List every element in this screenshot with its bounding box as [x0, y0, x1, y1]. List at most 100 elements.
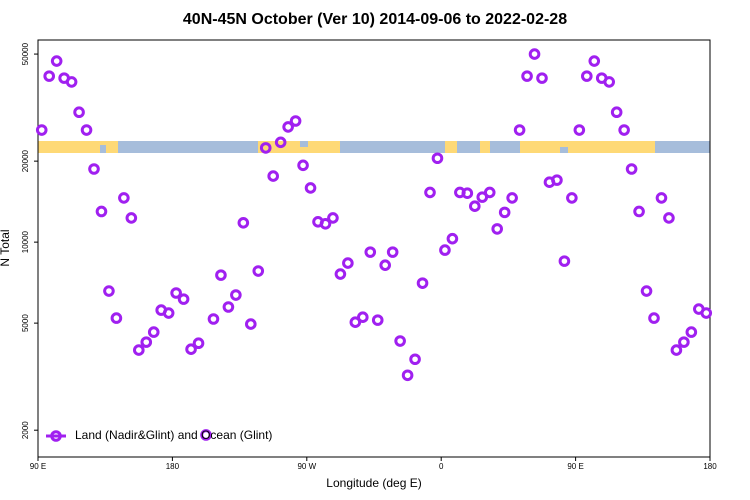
point	[327, 212, 339, 224]
surface-band	[38, 141, 710, 153]
point	[670, 344, 683, 356]
point	[513, 124, 526, 136]
point	[394, 335, 406, 347]
point	[88, 163, 100, 175]
point	[461, 187, 474, 200]
point	[603, 76, 616, 88]
point	[633, 205, 645, 218]
point	[103, 285, 115, 297]
point	[648, 312, 660, 324]
point	[237, 216, 250, 229]
point	[140, 336, 153, 348]
point	[610, 106, 623, 119]
point	[245, 318, 257, 330]
point	[133, 344, 145, 356]
point	[230, 289, 242, 301]
chart-title: 40N-45N October (Ver 10) 2014-09-06 to 2…	[183, 11, 567, 28]
point	[446, 232, 459, 245]
point	[700, 307, 713, 319]
x-tick-label: 0	[439, 462, 444, 471]
point	[663, 212, 675, 224]
point	[267, 170, 280, 182]
y-tick-label: 20000	[21, 149, 30, 172]
point	[304, 182, 317, 194]
point	[371, 314, 384, 326]
point	[177, 293, 190, 305]
point	[678, 336, 690, 348]
point	[118, 192, 130, 204]
point	[498, 206, 511, 219]
plot-frame	[37, 39, 711, 458]
point	[65, 76, 78, 88]
point	[162, 307, 175, 319]
point	[491, 223, 504, 235]
legend-label: Land (Nadir&Glint) and Ocean (Glint)	[75, 428, 272, 442]
point	[319, 217, 332, 230]
point	[536, 72, 548, 84]
point	[581, 70, 593, 82]
x-tick-label: 90 E	[30, 462, 46, 471]
point	[416, 277, 429, 289]
point	[147, 326, 160, 338]
point	[558, 255, 571, 267]
point	[364, 246, 377, 258]
y-axis-label: N Total	[0, 229, 12, 266]
point	[431, 152, 444, 165]
point	[625, 163, 638, 175]
point	[573, 124, 586, 136]
y-tick-label: 5000	[21, 314, 30, 332]
x-tick-label: 180	[703, 462, 717, 471]
y-tick-label: 10000	[21, 230, 30, 253]
point	[289, 115, 302, 127]
point	[95, 205, 108, 218]
point	[386, 246, 399, 258]
x-axis-label: Longitude (deg E)	[326, 476, 421, 490]
point	[50, 55, 63, 67]
point	[43, 70, 56, 82]
legend-marker	[50, 430, 62, 442]
point	[618, 124, 630, 136]
point	[640, 285, 653, 297]
point	[185, 343, 197, 356]
point	[588, 55, 601, 67]
point	[73, 106, 85, 119]
point	[207, 313, 220, 325]
point	[409, 353, 421, 366]
point	[110, 312, 123, 324]
point	[521, 70, 533, 82]
point	[170, 287, 182, 299]
point	[342, 257, 354, 269]
point	[125, 212, 138, 224]
point	[334, 268, 347, 280]
point	[200, 429, 212, 441]
point	[566, 192, 578, 204]
x-tick-label: 90 E	[567, 462, 583, 471]
point	[528, 48, 541, 60]
y-tick-label: 50000	[21, 42, 30, 65]
point	[282, 121, 294, 133]
point	[379, 259, 392, 271]
point	[222, 301, 235, 313]
point	[215, 269, 227, 281]
point	[551, 174, 563, 186]
point	[655, 192, 668, 204]
point	[297, 159, 309, 172]
point	[252, 265, 265, 277]
point	[192, 337, 205, 350]
point	[424, 186, 436, 199]
point	[35, 124, 48, 136]
point	[469, 200, 481, 213]
y-tick-label: 2000	[21, 421, 30, 439]
point	[259, 142, 272, 154]
x-tick-label: 90 W	[297, 462, 316, 471]
point	[401, 369, 414, 382]
point	[274, 136, 287, 149]
x-tick-label: 180	[166, 462, 180, 471]
point	[80, 124, 93, 136]
point	[349, 316, 362, 328]
point	[506, 192, 518, 204]
point	[483, 186, 496, 199]
point	[439, 244, 451, 256]
point	[357, 311, 369, 324]
